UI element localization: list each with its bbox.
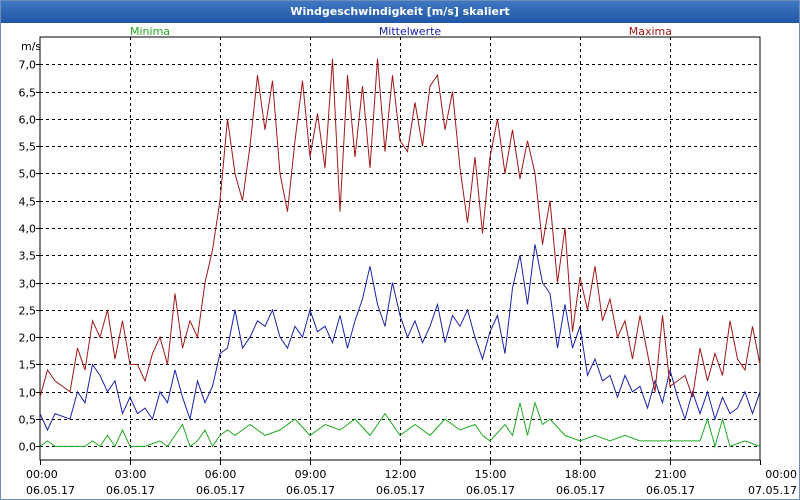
x-tick-date-label: 06.05.17 — [556, 484, 605, 497]
y-tick-label: 6,0 — [19, 114, 37, 127]
legend: Minima Mittelwerte Maxima — [130, 25, 672, 38]
x-tick-date-label: 06.05.17 — [196, 484, 245, 497]
x-tick-time-label: 21:00 — [655, 468, 687, 481]
x-tick-time-label: 00:00 — [765, 468, 797, 481]
y-tick-label: 5,0 — [19, 168, 37, 181]
x-tick-date-label: 06.05.17 — [286, 484, 335, 497]
x-tick-date-label: 06.05.17 — [106, 484, 155, 497]
y-tick-label: 2,0 — [19, 332, 37, 345]
y-tick-label: 2,5 — [19, 305, 37, 318]
y-tick-label: 3,0 — [19, 278, 37, 291]
y-tick-label: 3,5 — [19, 250, 37, 263]
y-tick-label: 0,5 — [19, 414, 37, 427]
series-lines — [39, 58, 761, 449]
y-tick-label: 4,5 — [19, 196, 37, 209]
x-tick-date-label: 06.05.17 — [376, 484, 425, 497]
series-line-minima — [39, 400, 761, 449]
y-tick-label: 7,0 — [19, 59, 37, 72]
x-tick-time-label: 18:00 — [565, 468, 597, 481]
y-tick-label: 4,0 — [19, 223, 37, 236]
x-tick-date-label: 06.05.17 — [466, 484, 515, 497]
x-tick-date-label: 07.05.17 — [748, 484, 797, 497]
x-tick-time-label: 06:00 — [205, 468, 237, 481]
grid-lines — [40, 37, 760, 460]
x-tick-time-label: 12:00 — [385, 468, 417, 481]
x-tick-time-label: 09:00 — [295, 468, 327, 481]
x-tick-date-label: 06.05.17 — [646, 484, 695, 497]
y-tick-label: 0,0 — [19, 441, 37, 454]
legend-minima: Minima — [130, 25, 170, 38]
series-line-mittelwerte — [39, 244, 761, 432]
y-tick-label: 5,5 — [19, 141, 37, 154]
x-tick-date-label: 06.05.17 — [26, 484, 75, 497]
x-axis: 00:00 06.05.17 03:00 06.05.17 06:00 06.05.17 0… — [26, 460, 797, 497]
x-tick-time-label: 03:00 — [115, 468, 147, 481]
x-tick-time-label: 15:00 — [475, 468, 507, 481]
series-line-maxima — [39, 58, 761, 398]
y-tick-label: 1,0 — [19, 387, 37, 400]
x-tick-time-label: 00:00 — [26, 468, 58, 481]
y-axis-label: m/s — [21, 40, 41, 53]
y-axis: m/s 0,0 0,5 1,0 1,5 2,0 2,5 3,0 3,5 4,0 4,5 5,0 5,5… — [19, 40, 42, 454]
y-tick-label: 1,5 — [19, 359, 37, 372]
legend-maxima: Maxima — [629, 25, 672, 38]
legend-mittelwerte: Mittelwerte — [379, 25, 442, 38]
y-tick-label: 6,5 — [19, 87, 37, 100]
chart-title: Windgeschwindigkeit [m/s] skaliert — [1, 1, 799, 23]
